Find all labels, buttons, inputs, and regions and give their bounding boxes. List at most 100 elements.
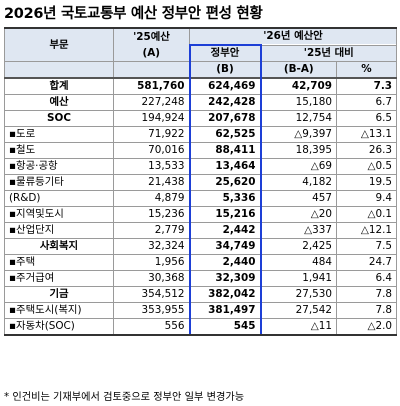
row-2026-gov-value: 15,216 — [188, 206, 262, 223]
table-row: SOC 194,924 207,678 12,754 6.5 — [4, 110, 398, 127]
row-category: ▪주택도시(복지) — [4, 302, 114, 319]
table-row: ▪주택 1,956 2,440 484 24.7 — [4, 254, 398, 271]
budget-table: 부문 '25예산 '26년 예산안 (A) 정부안 '25년 대비 (B) (B… — [4, 27, 398, 336]
row-diff-pct: 7.3 — [335, 77, 398, 95]
row-2026-gov-value: 382,042 — [188, 286, 262, 303]
table-row: ▪자동차(SOC) 556 545 △11 △2.0 — [4, 318, 398, 336]
table-row: 기금 354,512 382,042 27,530 7.8 — [4, 286, 398, 303]
table-row: ▪도로 71,922 62,525 △9,397 △13.1 — [4, 126, 398, 143]
row-diff-amount: 4,182 — [260, 174, 337, 191]
page-title: 2026년 국토교통부 예산 정부안 편성 현황 — [4, 6, 263, 22]
row-diff-pct: 6.5 — [335, 110, 398, 127]
row-diff-amount: 15,180 — [260, 94, 337, 111]
row-category: ▪물류등기타 — [4, 174, 114, 191]
row-diff-amount: △9,397 — [260, 126, 337, 143]
row-diff-pct: 19.5 — [335, 174, 398, 191]
table-row: ▪주택도시(복지) 353,955 381,497 27,542 7.8 — [4, 302, 398, 319]
table-row: (R&D) 4,879 5,336 457 9.4 — [4, 190, 398, 207]
row-2026-gov-value: 2,442 — [188, 222, 262, 239]
header-diff-amount: (B-A) — [260, 61, 337, 79]
row-diff-pct: 6.7 — [335, 94, 398, 111]
row-2026-gov-value: 545 — [188, 318, 262, 336]
row-2025-value: 194,924 — [113, 110, 190, 127]
row-diff-pct: 6.4 — [335, 270, 398, 287]
row-2025-value: 15,236 — [113, 206, 190, 223]
row-category: ▪자동차(SOC) — [4, 318, 114, 336]
row-category: 예산 — [4, 94, 114, 111]
header-diff-group: '25년 대비 — [259, 44, 398, 62]
row-category: 합계 — [4, 77, 114, 95]
row-diff-amount: 2,425 — [260, 238, 337, 255]
row-2026-gov-value: 13,464 — [188, 158, 262, 175]
row-2026-gov-value: 2,440 — [188, 254, 262, 271]
row-category: ▪지역및도시 — [4, 206, 114, 223]
header-category: 부문 — [4, 27, 114, 62]
table-row: ▪지역및도시 15,236 15,216 △20 △0.1 — [4, 206, 398, 223]
row-2026-gov-value: 5,336 — [188, 190, 262, 207]
row-diff-pct: 7.5 — [335, 238, 398, 255]
table-row: 합계 581,760 624,469 42,709 7.3 — [4, 77, 398, 95]
row-diff-pct: 7.8 — [335, 286, 398, 303]
row-diff-amount: 457 — [260, 190, 337, 207]
header-2026-group: '26년 예산안 — [188, 27, 398, 46]
table-row: 예산 227,248 242,428 15,180 6.7 — [4, 94, 398, 111]
table-row: ▪물류등기타 21,438 25,620 4,182 19.5 — [4, 174, 398, 191]
header-2025-a: (A) — [113, 45, 190, 62]
row-diff-amount: 484 — [260, 254, 337, 271]
row-2025-value: 4,879 — [113, 190, 190, 207]
row-category: ▪주택 — [4, 254, 114, 271]
row-2025-value: 227,248 — [113, 94, 190, 111]
row-2026-gov-value: 62,525 — [188, 126, 262, 143]
row-2025-value: 581,760 — [113, 77, 190, 95]
row-category: 사회복지 — [4, 238, 114, 255]
row-diff-pct: 24.7 — [335, 254, 398, 271]
row-category: ▪항공·공항 — [4, 158, 114, 175]
row-category: (R&D) — [4, 190, 114, 207]
row-diff-amount: 42,709 — [260, 77, 337, 95]
row-diff-amount: 1,941 — [260, 270, 337, 287]
table-row: ▪산업단지 2,779 2,442 △337 △12.1 — [4, 222, 398, 239]
table-row: ▪주거급여 30,368 32,309 1,941 6.4 — [4, 270, 398, 287]
row-diff-pct: △0.1 — [335, 206, 398, 223]
row-2025-value: 556 — [113, 318, 190, 336]
header-gov-proposal: 정부안 — [188, 44, 262, 62]
row-diff-amount: 27,542 — [260, 302, 337, 319]
row-diff-pct: 26.3 — [335, 142, 398, 159]
row-2026-gov-value: 32,309 — [188, 270, 262, 287]
row-2025-value: 2,779 — [113, 222, 190, 239]
row-2025-value: 354,512 — [113, 286, 190, 303]
row-diff-pct: 9.4 — [335, 190, 398, 207]
row-2025-value: 1,956 — [113, 254, 190, 271]
row-diff-amount: 12,754 — [260, 110, 337, 127]
row-2026-gov-value: 34,749 — [188, 238, 262, 255]
row-2026-gov-value: 242,428 — [188, 94, 262, 111]
header-a-blank — [113, 61, 190, 79]
row-diff-pct: △0.5 — [335, 158, 398, 175]
header-2025-budget: '25예산 — [113, 27, 190, 45]
row-2025-value: 32,324 — [113, 238, 190, 255]
row-diff-pct: △13.1 — [335, 126, 398, 143]
row-2025-value: 71,922 — [113, 126, 190, 143]
row-category: SOC — [4, 110, 114, 127]
row-diff-amount: 18,395 — [260, 142, 337, 159]
row-diff-amount: △20 — [260, 206, 337, 223]
row-diff-amount: △11 — [260, 318, 337, 336]
row-category: ▪철도 — [4, 142, 114, 159]
row-diff-pct: △12.1 — [335, 222, 398, 239]
row-2026-gov-value: 25,620 — [188, 174, 262, 191]
row-2025-value: 70,016 — [113, 142, 190, 159]
row-diff-pct: 7.8 — [335, 302, 398, 319]
row-2025-value: 30,368 — [113, 270, 190, 287]
row-category: ▪주거급여 — [4, 270, 114, 287]
row-2025-value: 353,955 — [113, 302, 190, 319]
table-row: 사회복지 32,324 34,749 2,425 7.5 — [4, 238, 398, 255]
budget-table-container: 부문 '25예산 '26년 예산안 (A) 정부안 '25년 대비 (B) (B… — [4, 27, 398, 336]
header-diff-pct: % — [335, 61, 398, 79]
footnote: * 인건비는 기재부에서 검토중으로 정부안 일부 변경가능 — [4, 392, 245, 403]
table-body: 합계 581,760 624,469 42,709 7.3 예산 227,248 242,42… — [4, 77, 398, 336]
row-2026-gov-value: 207,678 — [188, 110, 262, 127]
row-diff-pct: △2.0 — [335, 318, 398, 336]
row-category: ▪산업단지 — [4, 222, 114, 239]
row-2026-gov-value: 381,497 — [188, 302, 262, 319]
row-category: ▪도로 — [4, 126, 114, 143]
